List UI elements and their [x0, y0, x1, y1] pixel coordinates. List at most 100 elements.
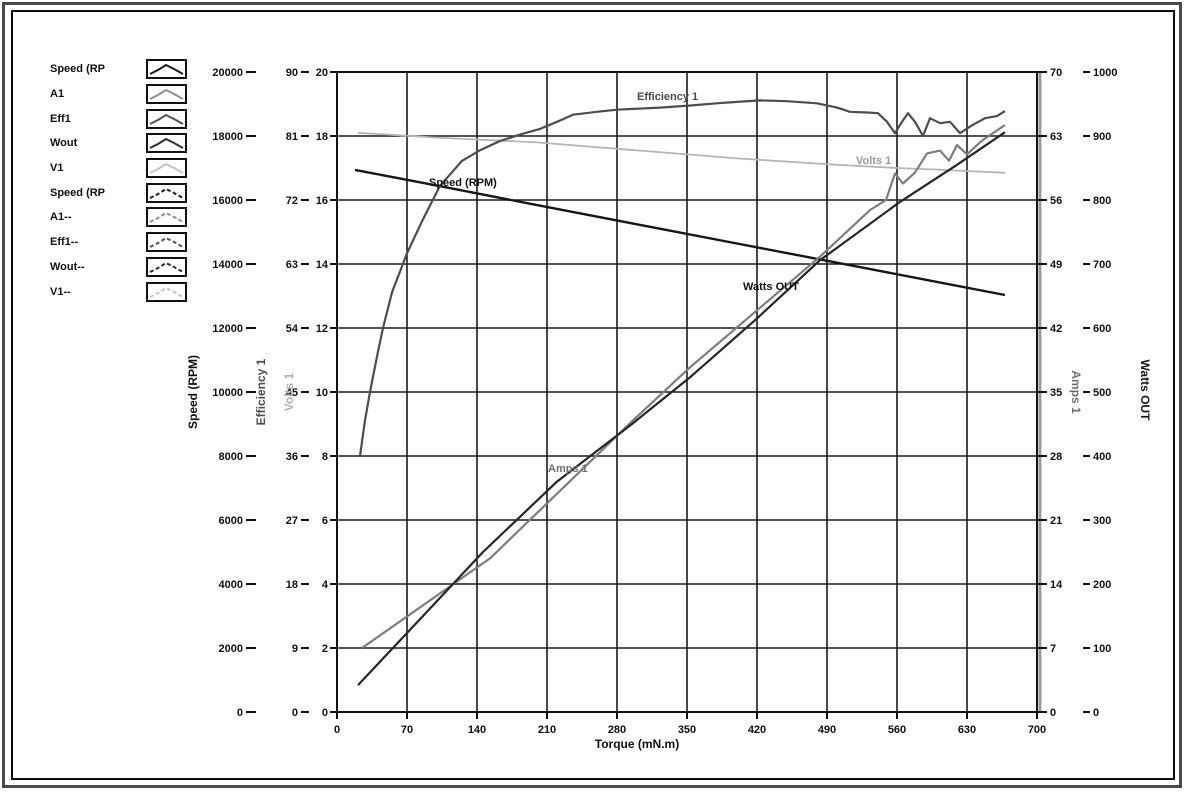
legend-line-sample-icon [146, 133, 187, 154]
volts-tick-label: 0 [322, 707, 328, 719]
amps-tick-label: 14 [1050, 579, 1063, 591]
torque-tick-label: 70 [401, 724, 413, 736]
legend-line-sample-icon [146, 84, 187, 105]
volts-tick-label: 6 [322, 515, 328, 527]
speed-tick-label: 12000 [212, 323, 243, 335]
volts-tick-label: 10 [316, 387, 328, 399]
legend-line-sample-icon [146, 59, 187, 80]
torque-tick-label: 350 [678, 724, 696, 736]
legend-item-label: Wout-- [50, 260, 85, 273]
legend: Speed (RP A1 Eff1 Wout V1 Speed (RP A1-- Eff1--… [50, 57, 192, 304]
watts-tick-label: 700 [1093, 259, 1111, 271]
legend-line-sample-icon [146, 232, 187, 253]
legend-item: V1 [50, 156, 192, 181]
volts-tick-label: 16 [316, 195, 328, 207]
torque-tick-label: 0 [334, 724, 340, 736]
legend-item: Wout [50, 131, 192, 156]
legend-item-label: Speed (RP [50, 63, 106, 76]
watts-tick-label: 500 [1093, 387, 1111, 399]
legend-line-sample-icon [146, 207, 187, 228]
efficiency-curve-label: Efficiency 1 [637, 91, 698, 103]
legend-item-label: V1 [50, 162, 64, 175]
amps-tick-label: 35 [1050, 387, 1062, 399]
efficiency-tick-label: 0 [292, 707, 298, 719]
volts-tick-label: 18 [316, 131, 328, 143]
legend-line-sample-icon [146, 256, 187, 277]
legend-item: Eff1-- [50, 230, 192, 255]
series-efficiency-line [358, 99, 1006, 457]
speed-tick-label: 18000 [212, 131, 243, 143]
legend-item: A1-- [50, 205, 192, 230]
legend-item: V1-- [50, 279, 192, 304]
torque-tick-label: 700 [1028, 724, 1046, 736]
series-amps-line [361, 124, 1006, 649]
amps-tick-label: 21 [1050, 515, 1062, 527]
speed-tick-label: 2000 [219, 643, 243, 655]
efficiency-tick-label: 36 [286, 451, 298, 463]
legend-line-sample-icon [146, 108, 187, 129]
legend-item-label: V1-- [50, 285, 71, 298]
speed-curve-label: Speed (RPM) [429, 177, 497, 189]
legend-item-label: Wout [50, 137, 78, 150]
volts-tick-label: 2 [322, 643, 328, 655]
efficiency-tick-label: 72 [286, 195, 298, 207]
legend-line-sample-icon [146, 182, 187, 203]
legend-item: Eff1 [50, 106, 192, 131]
legend-line-sample-icon [146, 158, 187, 179]
torque-tick-label: 560 [888, 724, 906, 736]
speed-tick-label: 8000 [219, 451, 243, 463]
efficiency-tick-label: 81 [286, 131, 298, 143]
amps-tick-label: 56 [1050, 195, 1062, 207]
watts-curve-label: Watts OUT [743, 281, 799, 293]
amps-tick-label: 49 [1050, 259, 1062, 271]
legend-item-label: Eff1 [50, 112, 71, 125]
legend-item: Speed (RP [50, 57, 192, 82]
speed-tick-label: 14000 [212, 259, 243, 271]
series-watts-line [357, 131, 1006, 686]
watts-tick-label: 400 [1093, 451, 1111, 463]
speed-axis-title: Speed (RPM) [186, 355, 200, 429]
watts-tick-label: 1000 [1093, 67, 1117, 79]
efficiency-tick-label: 90 [286, 67, 298, 79]
amps-curve-label: Amps 1 [548, 463, 588, 475]
legend-item-label: Speed (RP [50, 186, 106, 199]
watts-tick-label: 800 [1093, 195, 1111, 207]
series-volts-line [357, 131, 1006, 174]
volts-tick-label: 4 [322, 579, 329, 591]
page-inner-border [11, 10, 1175, 780]
amps-tick-label: 28 [1050, 451, 1062, 463]
speed-tick-label: 6000 [219, 515, 243, 527]
efficiency-tick-label: 18 [286, 579, 298, 591]
volts-tick-label: 20 [316, 67, 328, 79]
torque-tick-label: 420 [748, 724, 766, 736]
efficiency-axis-title: Efficiency 1 [254, 358, 268, 425]
efficiency-tick-label: 27 [286, 515, 298, 527]
torque-axis-title: Torque (mN.m) [595, 737, 679, 751]
speed-tick-label: 0 [237, 707, 243, 719]
amps-tick-label: 42 [1050, 323, 1062, 335]
amps-tick-label: 0 [1050, 707, 1056, 719]
speed-tick-label: 16000 [212, 195, 243, 207]
watts-tick-label: 100 [1093, 643, 1111, 655]
watts-tick-label: 0 [1093, 707, 1099, 719]
watts-tick-label: 300 [1093, 515, 1111, 527]
torque-tick-label: 490 [818, 724, 836, 736]
efficiency-tick-label: 63 [286, 259, 298, 271]
volts-tick-label: 8 [322, 451, 328, 463]
legend-line-sample-icon [146, 281, 187, 302]
volts-axis-title: Volts 1 [282, 372, 296, 411]
efficiency-tick-label: 9 [292, 643, 298, 655]
torque-tick-label: 280 [608, 724, 626, 736]
legend-item-label: A1 [50, 88, 65, 101]
speed-tick-label: 20000 [212, 67, 243, 79]
torque-tick-label: 140 [468, 724, 486, 736]
efficiency-tick-label: 54 [286, 323, 299, 335]
volts-tick-label: 12 [316, 323, 328, 335]
speed-tick-label: 10000 [212, 387, 243, 399]
legend-item: Wout-- [50, 255, 192, 280]
volts-tick-label: 14 [316, 259, 329, 271]
watts-tick-label: 600 [1093, 323, 1111, 335]
amps-axis-title: Amps 1 [1069, 370, 1083, 414]
